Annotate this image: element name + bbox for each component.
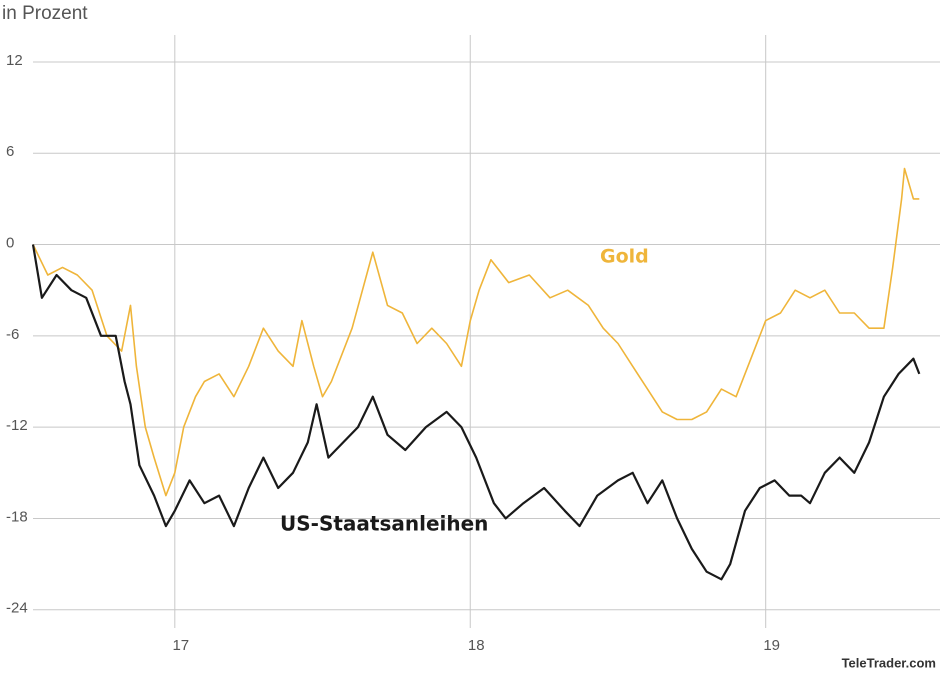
y-tick-label: 6 — [6, 143, 14, 160]
y-tick-label: -12 — [6, 417, 28, 434]
y-tick-label: 12 — [6, 52, 23, 69]
legend-label: US-Staatsanleihen — [280, 512, 488, 536]
y-tick-label: -6 — [6, 326, 19, 343]
x-tick-label: 19 — [763, 637, 780, 654]
x-tick-label: 17 — [172, 637, 189, 654]
x-tick-label: 18 — [468, 637, 485, 654]
legend-label: Gold — [600, 246, 649, 268]
series-line — [32, 167, 920, 497]
y-axis-label: in Prozent — [2, 3, 88, 24]
y-tick-label: -24 — [6, 600, 28, 617]
y-tick-label: -18 — [6, 508, 28, 525]
source: TeleTrader.com — [842, 655, 936, 670]
y-tick-label: 0 — [6, 235, 14, 252]
series-line — [31, 244, 921, 581]
